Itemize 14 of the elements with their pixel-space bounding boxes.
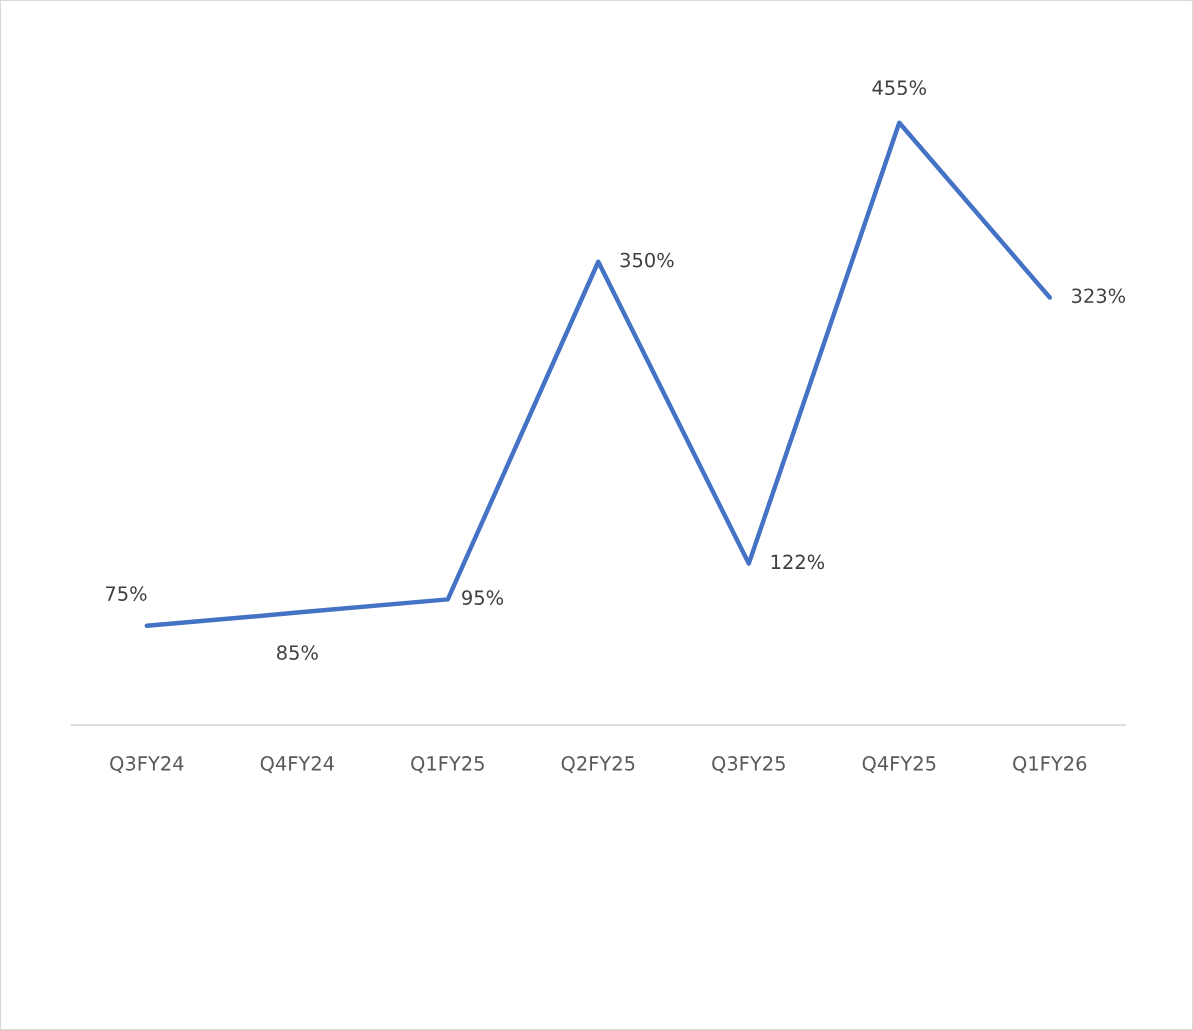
data-label: 350%	[620, 252, 674, 268]
x-tick-label: Q3FY24	[110, 756, 184, 773]
data-label: 455%	[872, 80, 926, 96]
x-tick-label: Q2FY25	[561, 756, 635, 773]
data-label: 95%	[462, 590, 504, 605]
data-label: 75%	[105, 586, 147, 601]
x-tick-label: Q4FY24	[260, 756, 334, 773]
data-label: 323%	[1072, 288, 1126, 304]
x-tick-label: Q1FY25	[411, 756, 484, 773]
data-label: 85%	[277, 645, 318, 660]
x-tick-label: Q1FY26	[1013, 756, 1087, 773]
x-tick-label: Q3FY25	[712, 756, 785, 773]
data-label: 122%	[771, 554, 825, 570]
x-tick-label: Q4FY25	[862, 756, 936, 773]
